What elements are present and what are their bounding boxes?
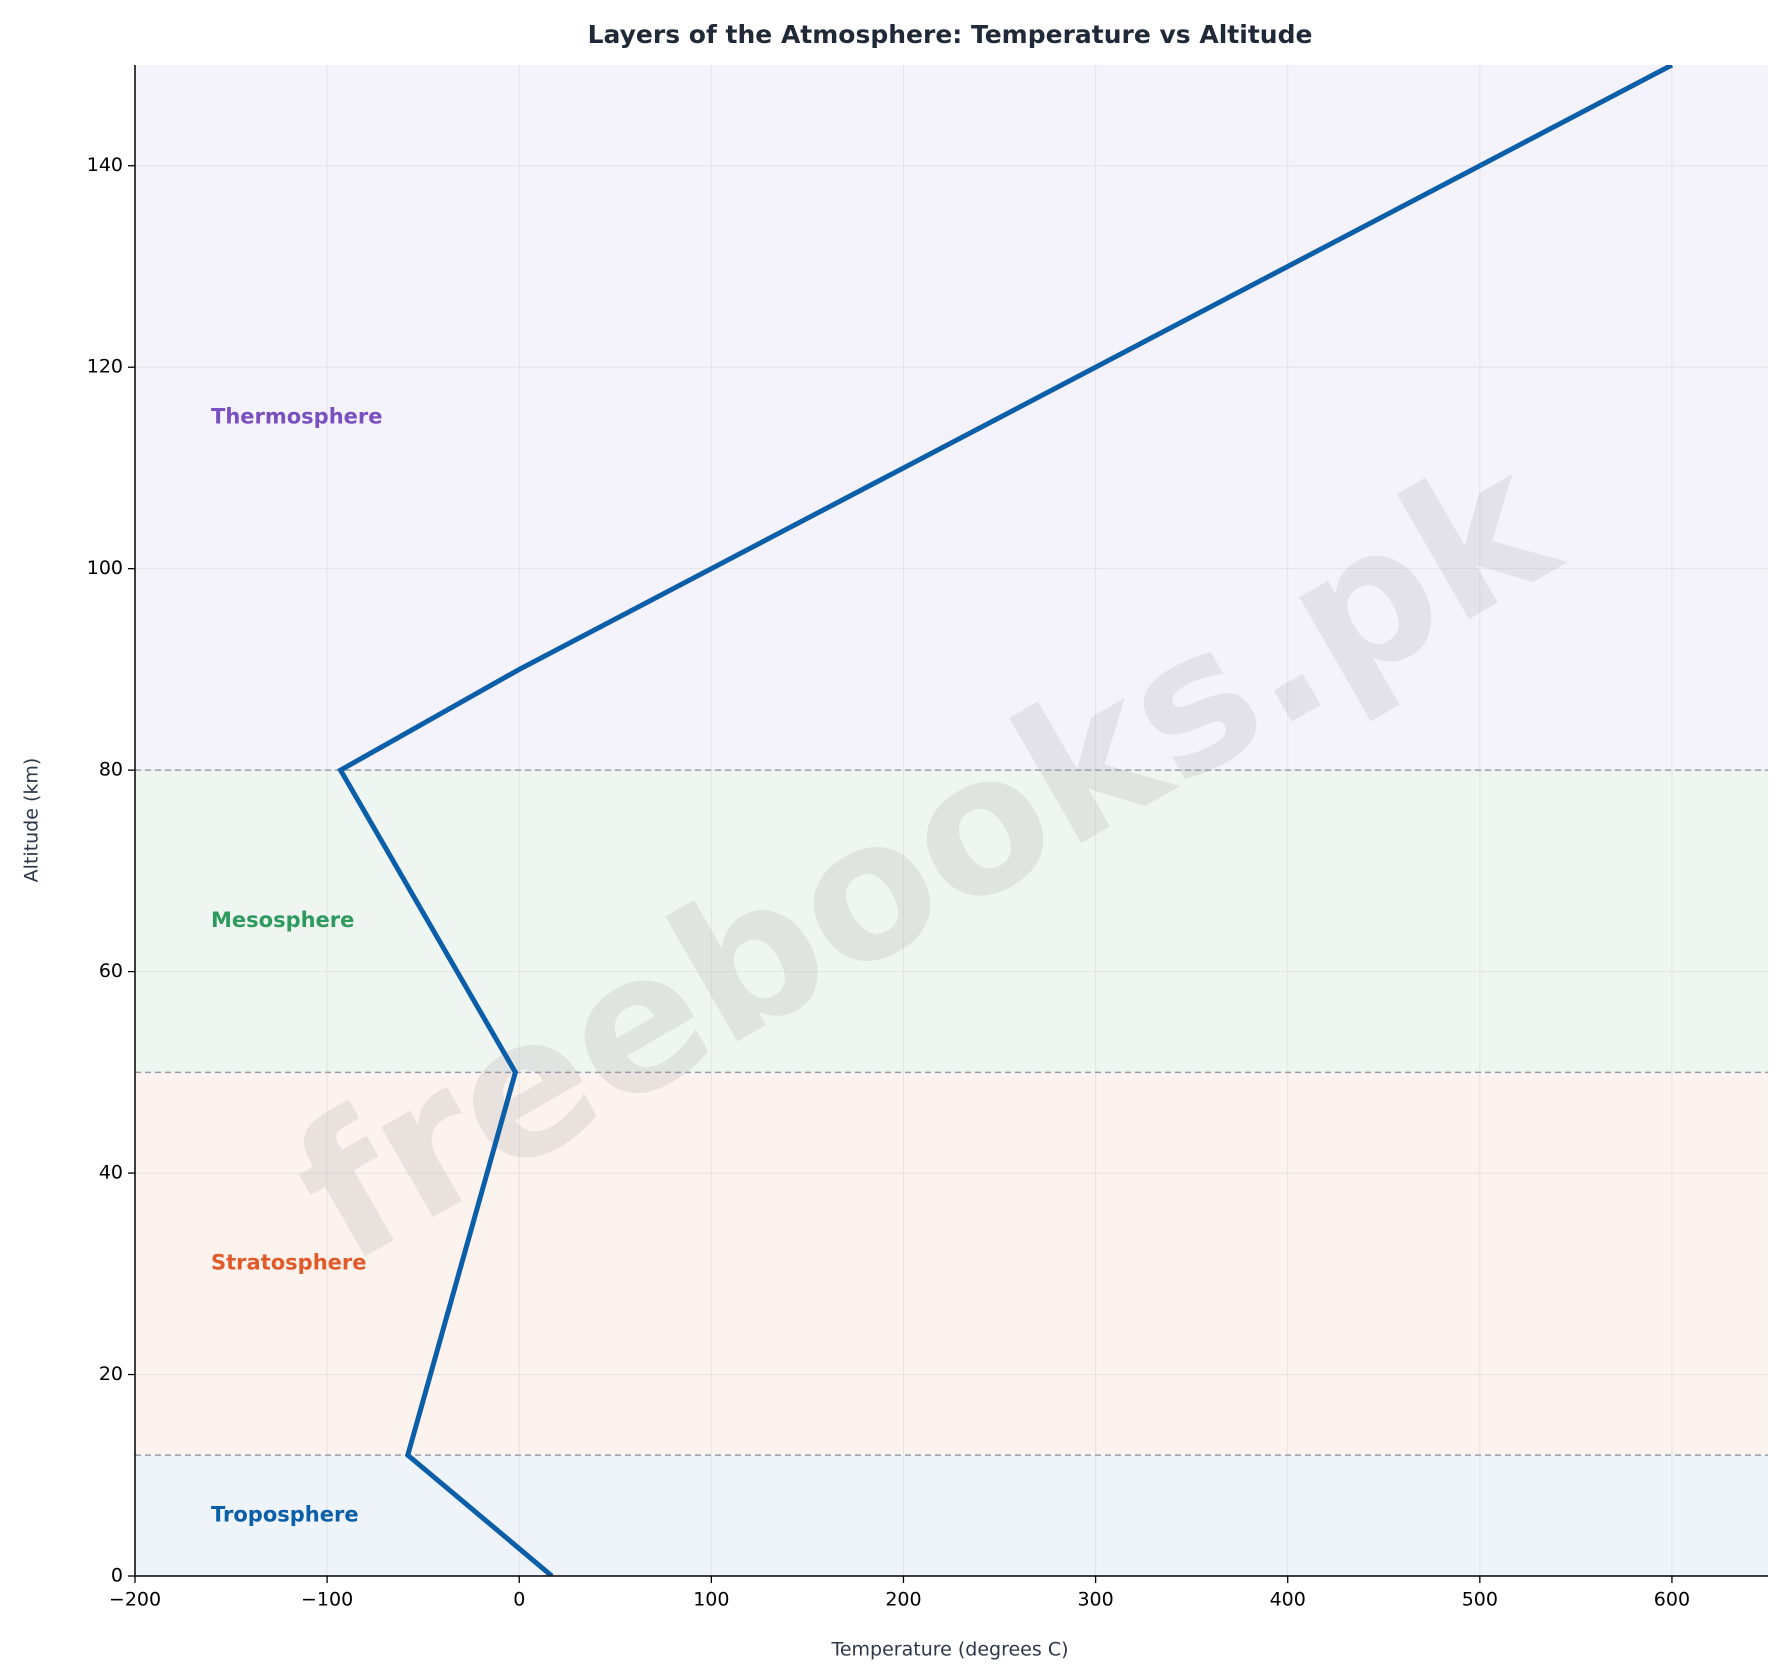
layer-band <box>135 1455 1768 1576</box>
foreground <box>337 65 1674 1576</box>
y-tick-label: 140 <box>87 154 123 176</box>
x-tick-label: 200 <box>885 1589 921 1611</box>
layer-band <box>135 770 1768 1073</box>
y-tick-label: 40 <box>99 1162 123 1184</box>
y-tick-label: 60 <box>99 960 123 982</box>
y-axis-label: Altitude (km) <box>21 758 43 883</box>
y-tick-label: 20 <box>99 1363 123 1385</box>
layer-label: Troposphere <box>211 1503 359 1527</box>
y-tick-label: 120 <box>87 356 123 378</box>
x-tick-label: 400 <box>1270 1589 1306 1611</box>
x-tick-label: −100 <box>301 1589 353 1611</box>
layer-label: Stratosphere <box>211 1251 366 1275</box>
layer-band <box>135 1072 1768 1456</box>
x-tick-label: 100 <box>693 1589 729 1611</box>
y-tick-label: 100 <box>87 557 123 579</box>
x-tick-label: 600 <box>1654 1589 1690 1611</box>
x-axis-label: Temperature (degrees C) <box>830 1639 1068 1661</box>
profile-line <box>337 65 1674 1576</box>
x-tick-label: 500 <box>1462 1589 1498 1611</box>
layer-label: Mesosphere <box>211 908 354 932</box>
background-layers <box>135 65 1768 1576</box>
layer-label: Thermosphere <box>211 405 383 429</box>
x-tick-label: 0 <box>513 1589 525 1611</box>
y-tick-label: 80 <box>99 759 123 781</box>
layer-band <box>135 65 1768 771</box>
chart-title: Layers of the Atmosphere: Temperature vs… <box>588 20 1313 49</box>
x-tick-label: −200 <box>109 1589 161 1611</box>
x-tick-label: 300 <box>1077 1589 1113 1611</box>
y-tick-label: 0 <box>111 1565 123 1587</box>
